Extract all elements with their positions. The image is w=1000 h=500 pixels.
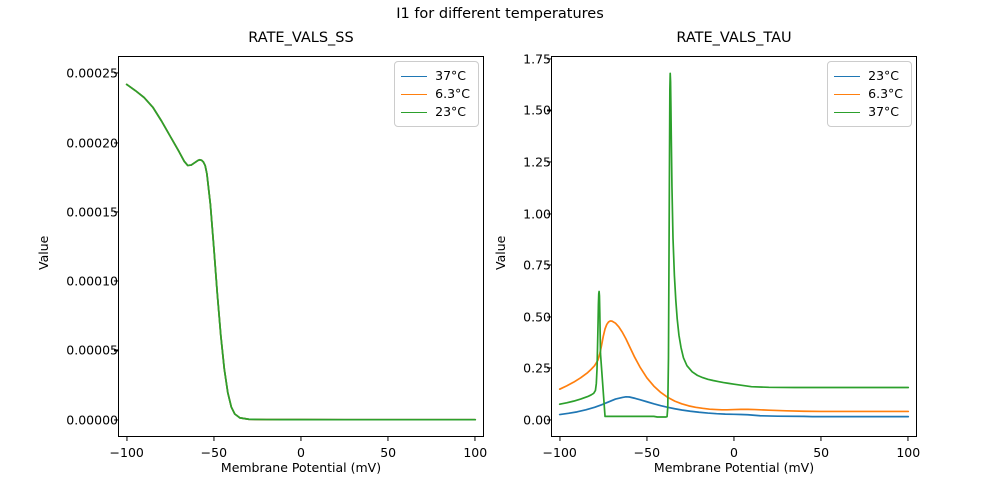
y-tick-label: 0.00000 xyxy=(66,412,118,428)
legend-entry[interactable]: 37°C xyxy=(401,67,470,85)
y-tick-label: 1.25 xyxy=(523,154,551,170)
x-tick-mark xyxy=(907,437,909,441)
y-tick-label: 0.50 xyxy=(523,309,551,325)
legend-line-swatch xyxy=(401,111,428,113)
plot-canvas-ss xyxy=(125,83,477,421)
series-line-37C xyxy=(558,72,910,418)
y-axis-label-tau: Value xyxy=(493,235,508,270)
subplot-rate-vals-ss: RATE_VALS_SS 0.00000 0.00005 0.00010 0.0001… xyxy=(36,30,487,475)
y-tick-label: 0.00015 xyxy=(66,204,118,220)
y-tick-label: 0.75 xyxy=(523,257,551,273)
x-tick-mark xyxy=(646,437,648,441)
legend-label: 23°C xyxy=(435,103,467,119)
legend-ss[interactable]: 37°C 6.3°C 23°C xyxy=(394,61,479,127)
x-axis-label-ss: Membrane Potential (mV) xyxy=(220,460,382,475)
x-tick-label: 50 xyxy=(380,445,397,460)
legend-line-swatch xyxy=(401,75,428,77)
y-tick-mark xyxy=(114,72,118,74)
y-tick-mark xyxy=(114,419,118,421)
legend-label: 23°C xyxy=(868,67,900,83)
y-axis-label-ss: Value xyxy=(36,235,51,270)
y-tick-mark xyxy=(547,419,551,421)
figure-suptitle: I1 for different temperatures xyxy=(396,6,604,22)
y-tick-mark xyxy=(114,211,118,213)
subplot-title-ss: RATE_VALS_SS xyxy=(248,30,354,46)
y-tick-mark xyxy=(547,161,551,163)
y-tick-mark xyxy=(547,58,551,60)
y-tick-mark xyxy=(114,349,118,351)
legend-label: 37°C xyxy=(868,103,900,119)
legend-entry[interactable]: 23°C xyxy=(834,67,903,85)
legend-line-swatch xyxy=(834,93,861,95)
legend-label: 37°C xyxy=(435,67,467,83)
x-tick-mark xyxy=(820,437,822,441)
y-tick-mark xyxy=(114,280,118,282)
x-tick-label: 50 xyxy=(813,445,830,460)
series-line-23C xyxy=(125,83,477,421)
y-tick-label: 0.25 xyxy=(523,360,551,376)
legend-label: 6.3°C xyxy=(868,85,903,101)
x-tick-label: −100 xyxy=(109,445,144,460)
x-tick-mark xyxy=(126,437,128,441)
legend-line-swatch xyxy=(834,111,861,113)
y-tick-mark xyxy=(547,109,551,111)
x-tick-mark xyxy=(213,437,215,441)
plot-canvas-tau xyxy=(558,72,910,418)
x-tick-label: −100 xyxy=(542,445,577,460)
y-tick-label: 0.00 xyxy=(523,412,551,428)
axes-frame-ss xyxy=(118,56,484,437)
legend-entry[interactable]: 37°C xyxy=(834,103,903,121)
legend-tau[interactable]: 23°C 6.3°C 37°C xyxy=(827,61,912,127)
legend-entry[interactable]: 6.3°C xyxy=(401,85,470,103)
x-tick-label: 0 xyxy=(730,445,738,460)
legend-line-swatch xyxy=(401,93,428,95)
y-tick-label: 1.50 xyxy=(523,102,551,118)
y-tick-label: 1.00 xyxy=(523,206,551,221)
x-tick-label: 100 xyxy=(896,445,921,460)
legend-line-swatch xyxy=(834,75,861,77)
x-tick-mark xyxy=(559,437,561,441)
x-tick-mark xyxy=(733,437,735,441)
y-tick-mark xyxy=(547,212,551,215)
x-tick-label: −50 xyxy=(200,445,228,460)
y-tick-label: 0.00025 xyxy=(66,65,118,81)
subplot-rate-vals-tau: RATE_VALS_TAU 0.00 0.25 0.50 0.75 1.00 1.25 1.… xyxy=(493,30,920,475)
y-tick-mark xyxy=(547,316,551,318)
x-tick-label: 100 xyxy=(463,445,488,460)
legend-label: 6.3°C xyxy=(435,85,470,101)
x-tick-mark xyxy=(387,437,389,441)
y-tick-label: 1.75 xyxy=(523,51,551,67)
y-tick-mark xyxy=(114,142,118,144)
legend-entry[interactable]: 6.3°C xyxy=(834,85,903,103)
x-tick-mark xyxy=(300,437,302,441)
series-line-6.3C xyxy=(558,320,910,413)
y-tick-mark xyxy=(547,264,551,266)
subplot-title-tau: RATE_VALS_TAU xyxy=(676,30,792,46)
y-tick-label: 0.00020 xyxy=(66,135,118,151)
axes-frame-tau xyxy=(551,56,917,437)
y-tick-mark xyxy=(547,367,551,369)
x-tick-mark xyxy=(474,437,476,441)
legend-entry[interactable]: 23°C xyxy=(401,103,470,121)
y-tick-label: 0.00005 xyxy=(66,342,118,358)
x-tick-label: −50 xyxy=(633,445,661,460)
x-axis-label-tau: Membrane Potential (mV) xyxy=(653,460,815,475)
x-tick-label: 0 xyxy=(297,445,305,460)
y-tick-label: 0.00010 xyxy=(66,273,118,289)
series-line-23C xyxy=(558,395,910,418)
